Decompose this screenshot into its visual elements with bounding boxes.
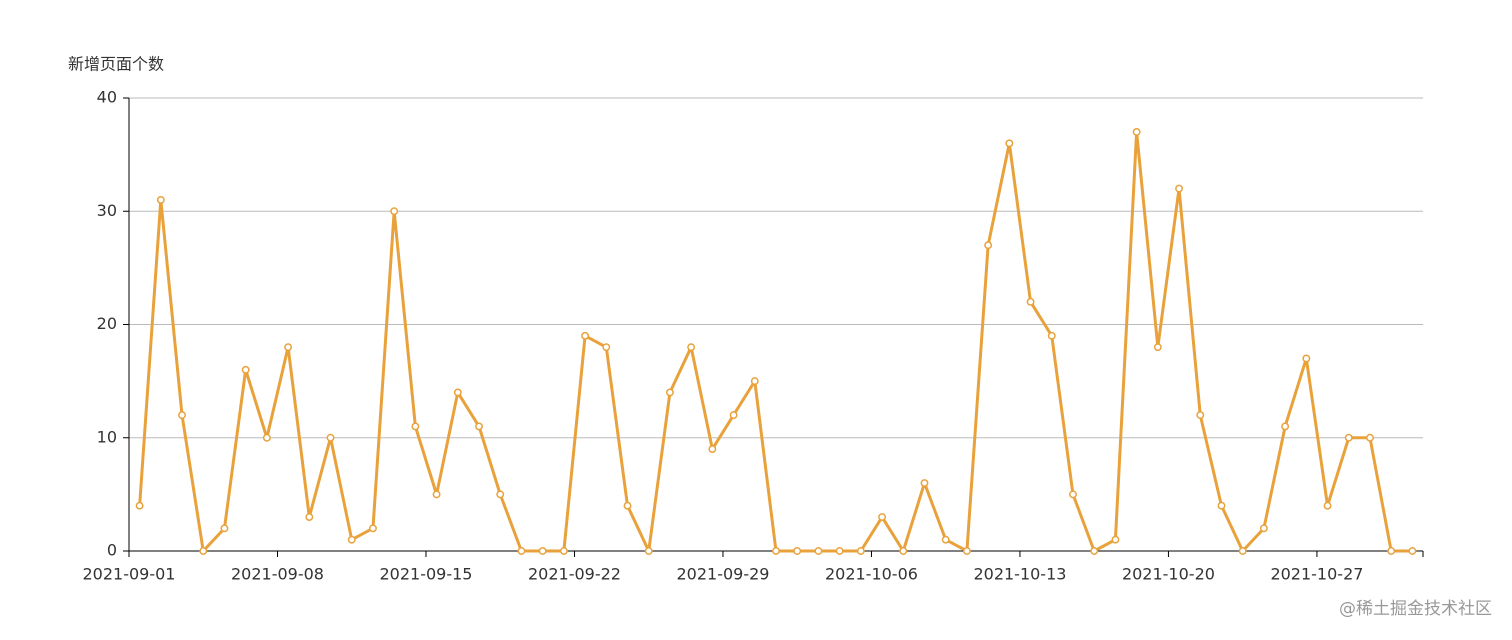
- point: [326, 433, 335, 442]
- point: [899, 547, 908, 555]
- point: [178, 411, 186, 420]
- point: [623, 501, 632, 510]
- point: [1026, 297, 1035, 306]
- point: [1090, 547, 1099, 555]
- point: [411, 422, 420, 431]
- point: [517, 547, 526, 555]
- point: [347, 535, 356, 544]
- point: [856, 547, 865, 555]
- y-tick-label: 30: [97, 201, 117, 220]
- point: [1132, 128, 1141, 136]
- y-tick-label: 40: [97, 88, 117, 107]
- point: [1323, 501, 1332, 510]
- point: [559, 547, 568, 555]
- point: [220, 524, 229, 533]
- point: [1408, 547, 1417, 555]
- point: [581, 331, 590, 340]
- point: [1005, 139, 1014, 148]
- point: [369, 524, 377, 533]
- point: [687, 343, 696, 352]
- point: [1366, 433, 1374, 442]
- point: [1069, 490, 1077, 499]
- point: [453, 388, 462, 397]
- x-tick-label: 2021-09-29: [676, 565, 769, 584]
- point: [262, 433, 271, 442]
- point: [772, 547, 780, 555]
- point: [1047, 331, 1056, 340]
- point: [1302, 354, 1311, 363]
- x-tick-label: 2021-09-22: [528, 565, 621, 584]
- point: [1153, 343, 1162, 352]
- point: [941, 535, 950, 544]
- point: [1196, 411, 1205, 420]
- watermark: @稀土掘金技术社区: [1339, 599, 1492, 619]
- line: [138, 130, 1413, 553]
- point: [793, 547, 802, 555]
- point: [984, 241, 993, 250]
- x-tick-label: 2021-09-15: [379, 565, 472, 584]
- x-tick-label: 2021-10-20: [1122, 565, 1215, 584]
- point: [665, 388, 674, 397]
- y-tick-label: 0: [107, 541, 117, 560]
- point: [602, 343, 611, 352]
- point: [1111, 535, 1120, 544]
- point: [305, 513, 314, 521]
- point: [750, 377, 759, 386]
- y-tick-label: 20: [97, 314, 117, 333]
- x-tick-label: 2021-10-13: [973, 565, 1066, 584]
- x-tick-label: 2021-09-08: [231, 565, 324, 584]
- point: [156, 195, 165, 204]
- point: [1344, 433, 1353, 442]
- x-tick-label: 2021-10-27: [1270, 565, 1363, 584]
- y-tick-label: 10: [97, 427, 117, 446]
- point: [241, 365, 250, 374]
- point: [1387, 547, 1396, 555]
- point: [962, 547, 971, 555]
- point: [199, 547, 208, 555]
- point: [920, 479, 929, 487]
- point: [729, 411, 738, 420]
- point: [1175, 184, 1183, 193]
- x-tick-label: 2021-10-06: [825, 565, 918, 584]
- point: [1259, 524, 1268, 533]
- point: [135, 501, 144, 510]
- point: [390, 207, 399, 216]
- point: [708, 445, 717, 454]
- point: [496, 490, 505, 499]
- point: [284, 343, 293, 352]
- point: [475, 422, 483, 431]
- point: [814, 547, 823, 555]
- point: [835, 547, 844, 555]
- point: [538, 547, 547, 555]
- point: [878, 513, 887, 521]
- point: [644, 547, 653, 555]
- point: [432, 490, 441, 499]
- point: [1217, 501, 1226, 510]
- point: [1281, 422, 1290, 431]
- x-tick-label: 2021-09-01: [83, 565, 176, 584]
- point: [1238, 547, 1247, 555]
- y-axis-label: 新增页面个数: [68, 55, 164, 74]
